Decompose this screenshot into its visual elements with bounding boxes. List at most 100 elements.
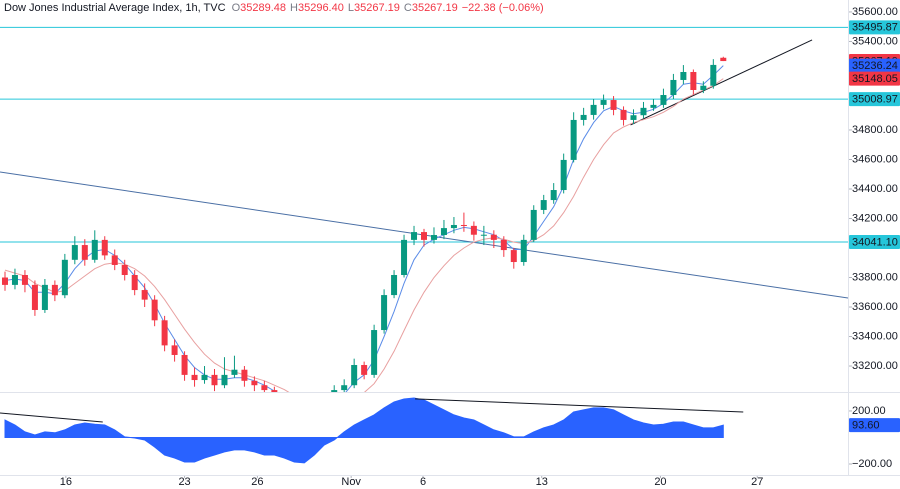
candle-body <box>101 239 108 256</box>
ohlc-value: 35296.40 <box>298 2 344 14</box>
moving-average <box>4 65 724 392</box>
candle-body <box>221 374 228 386</box>
candle-body <box>460 224 467 226</box>
candle-body <box>331 390 338 392</box>
trendline <box>630 39 813 126</box>
candle-body <box>690 71 697 90</box>
y-tick-label: 34400.00 <box>852 183 898 195</box>
candle-body <box>151 299 158 321</box>
price-label: 35148.05 <box>852 73 898 85</box>
candle-body <box>580 114 587 120</box>
candle-body <box>550 190 557 201</box>
candle-body <box>640 107 647 116</box>
candle-body <box>31 284 38 310</box>
x-tick-label: 26 <box>251 476 263 488</box>
candle-body <box>411 232 418 240</box>
candle-body <box>161 320 168 346</box>
candle-body <box>470 225 477 235</box>
candle-body <box>171 345 178 355</box>
x-tick-label: Nov <box>341 476 361 488</box>
candle-body <box>610 100 617 110</box>
y-tick-label: 33400.00 <box>852 330 898 342</box>
candle-body <box>201 374 208 381</box>
candle-body <box>351 365 358 386</box>
header: Dow Jones Industrial Average Index, 1h, … <box>4 2 544 14</box>
symbol: Dow Jones Industrial Average Index, 1h, … <box>4 2 226 14</box>
candle-body <box>121 264 128 276</box>
ohlc-value: 35267.19 <box>354 2 400 14</box>
candle-body <box>630 115 637 120</box>
candle-body <box>41 284 48 310</box>
candle-body <box>301 410 307 413</box>
price-label-box <box>849 58 900 73</box>
price-label-box <box>849 234 900 249</box>
candle-body <box>590 104 597 115</box>
price-label-box <box>849 71 900 86</box>
y-tick-label: 34600.00 <box>852 153 898 165</box>
candle-body <box>401 239 408 276</box>
candle-body <box>600 100 607 105</box>
candle-body <box>440 228 447 236</box>
y-tick-label: 33200.00 <box>852 360 898 372</box>
x-tick-label: 13 <box>536 476 548 488</box>
value-label: 93.60 <box>852 419 880 431</box>
candle-body <box>570 119 577 160</box>
candle-body <box>500 239 507 251</box>
moving-average <box>4 78 724 392</box>
candle-body <box>720 57 727 62</box>
ohlc-value: 35267.19 <box>412 2 458 14</box>
candle-body <box>650 104 657 108</box>
candle-body <box>620 109 627 120</box>
candle-body <box>11 275 18 285</box>
candle-body <box>430 235 437 240</box>
candle-body <box>560 159 567 191</box>
candle-body <box>1 277 8 285</box>
candle-body <box>251 380 258 386</box>
value-label-box <box>849 418 900 433</box>
candle-body <box>81 245 88 260</box>
price-label: 35236.24 <box>852 60 898 72</box>
candle-body <box>141 290 148 300</box>
candle-body <box>211 374 218 386</box>
y-tick-label: 34800.00 <box>852 124 898 136</box>
oscillator-panel <box>0 397 744 464</box>
candle-body <box>670 79 677 96</box>
candle-body <box>181 354 188 375</box>
ohlc-key: O <box>232 2 241 14</box>
trendline <box>415 398 744 413</box>
price-label: 35495.87 <box>852 22 898 34</box>
candle-body <box>700 85 707 90</box>
candle-body <box>231 369 238 375</box>
y-tick-label: 35400.00 <box>852 35 898 47</box>
candle-body <box>450 224 457 229</box>
price-panel <box>0 26 848 414</box>
candle-body <box>131 275 138 291</box>
ohlc-key: H <box>290 2 298 14</box>
y-tick-label: −200.00 <box>852 458 892 470</box>
candle-body <box>281 398 287 407</box>
candle-body <box>660 95 667 105</box>
candle-body <box>191 374 198 381</box>
change: −22.38 (−0.06%) <box>462 2 544 14</box>
candle-body <box>510 250 517 263</box>
oscillator-area <box>4 397 724 464</box>
candle-body <box>261 385 268 391</box>
ohlc-key: C <box>404 2 412 14</box>
candle-body <box>371 330 378 375</box>
candle-body <box>520 239 527 263</box>
candle-body <box>381 295 388 331</box>
candle-body <box>51 284 58 296</box>
candle-body <box>361 365 368 375</box>
x-tick-label: 23 <box>178 476 190 488</box>
candle-body <box>391 275 398 296</box>
candle-body <box>421 232 427 240</box>
candle-body <box>71 245 78 260</box>
trendline <box>0 412 103 423</box>
candle-body <box>61 259 68 296</box>
price-label-box <box>849 92 900 107</box>
y-tick-label: 33600.00 <box>852 301 898 313</box>
price-label: 34041.10 <box>852 236 898 248</box>
candle-body <box>311 410 317 414</box>
x-tick-label: 27 <box>751 476 763 488</box>
